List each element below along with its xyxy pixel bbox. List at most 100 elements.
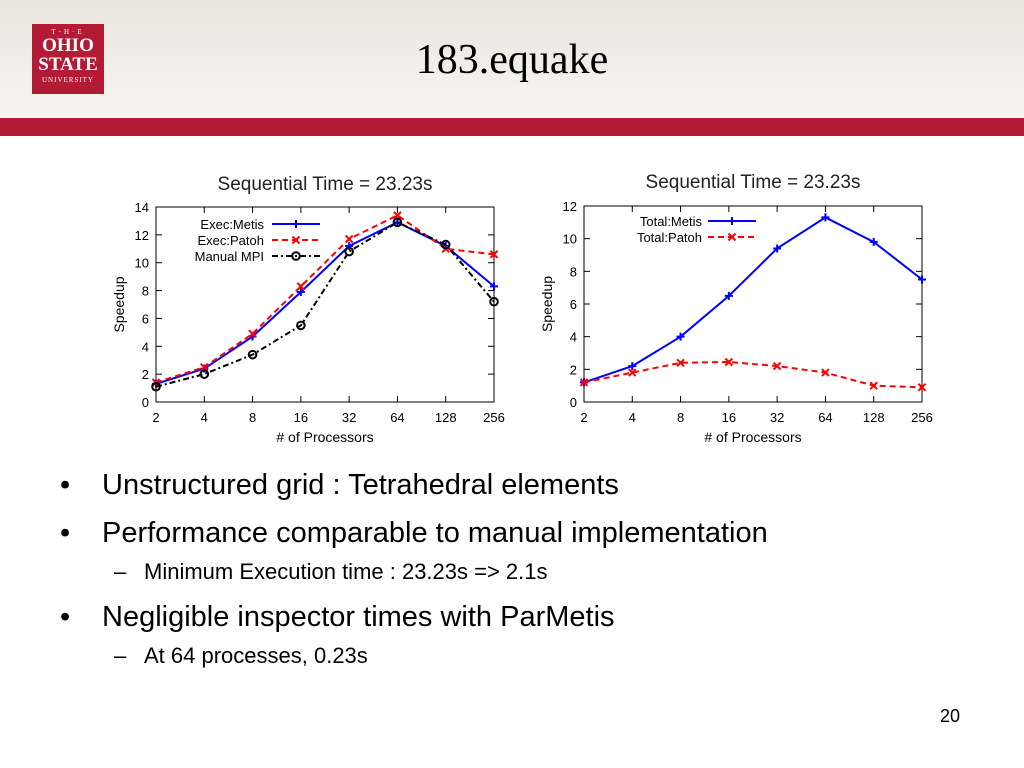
slide-header: T·H·E OHIO STATE UNIVERSITY 183.equake — [0, 0, 1024, 118]
data-point-cross — [296, 282, 306, 291]
data-point-plus — [296, 287, 305, 296]
series-line — [155, 221, 495, 388]
data-point-cross — [489, 250, 499, 259]
x-tick-label: 64 — [390, 410, 404, 425]
y-tick-label: 0 — [570, 395, 577, 410]
data-point-plus — [869, 237, 878, 246]
y-axis-label: Speedup — [111, 276, 127, 332]
header-divider-bar — [0, 118, 1024, 136]
data-point-cross — [772, 361, 782, 371]
x-tick-label: 2 — [152, 410, 159, 425]
data-point-plus — [773, 244, 782, 253]
x-tick-label: 256 — [483, 410, 505, 425]
sub-bullet-glyph: – — [114, 559, 127, 584]
data-point-circle — [296, 320, 306, 331]
x-tick-label: 16 — [294, 410, 308, 425]
legend-label: Manual MPI — [195, 249, 264, 264]
legend-label: Exec:Patoh — [198, 233, 265, 248]
chart-title: Sequential Time = 23.23s — [646, 172, 861, 193]
bullet-list: • Unstructured grid : Tetrahedral elemen… — [58, 466, 978, 682]
data-point-plus — [628, 362, 637, 371]
x-tick-label: 64 — [818, 410, 832, 425]
x-tick-label: 4 — [201, 410, 208, 425]
bullet-glyph: • — [60, 469, 71, 501]
x-tick-label: 32 — [342, 410, 356, 425]
plot-frame — [155, 206, 495, 403]
data-point-circle — [291, 251, 301, 261]
page-number: 20 — [940, 706, 961, 726]
data-point-cross — [628, 368, 637, 377]
data-point-cross — [676, 358, 685, 368]
y-tick-label: 4 — [570, 330, 577, 345]
x-tick-label: 8 — [677, 410, 684, 425]
bullet-glyph: • — [60, 517, 71, 549]
y-tick-label: 10 — [135, 256, 149, 271]
data-point-cross — [344, 234, 354, 244]
legend-label: Exec:Metis — [200, 217, 264, 232]
y-tick-label: 4 — [142, 339, 149, 354]
university-logo: T·H·E OHIO STATE UNIVERSITY — [32, 24, 104, 94]
series-line — [155, 221, 495, 385]
data-point-circle — [151, 381, 161, 392]
y-tick-label: 6 — [142, 311, 149, 326]
bullet-text: Unstructured grid : Tetrahedral elements — [102, 469, 619, 501]
data-point-plus — [724, 291, 733, 300]
x-tick-label: 4 — [629, 410, 636, 425]
data-point-circle — [199, 369, 210, 379]
series-line — [155, 214, 495, 384]
data-point-plus — [728, 217, 736, 225]
bullet-item: • Performance comparable to manual imple… — [58, 514, 978, 552]
y-tick-label: 12 — [563, 199, 577, 214]
data-point-plus — [676, 332, 685, 341]
bullet-item: • Negligible inspector times with ParMet… — [58, 598, 978, 636]
legend-label: Total:Metis — [640, 214, 703, 229]
series-line — [583, 360, 923, 389]
sub-bullet-item: – At 64 processes, 0.23s — [58, 642, 978, 670]
data-point-circle — [440, 239, 451, 250]
y-tick-label: 8 — [142, 284, 149, 299]
logo-line-3: STATE — [38, 54, 98, 75]
data-point-circle — [247, 349, 258, 360]
data-point-cross — [724, 357, 734, 367]
logo-line-2: OHIO — [42, 35, 94, 56]
x-tick-label: 32 — [770, 410, 784, 425]
data-point-circle — [489, 296, 499, 307]
y-tick-label: 12 — [135, 228, 149, 243]
y-tick-label: 14 — [135, 200, 149, 215]
y-tick-label: 2 — [142, 367, 149, 382]
x-axis-label: # of Processors — [704, 429, 801, 445]
x-tick-label: 256 — [911, 410, 933, 425]
y-tick-label: 10 — [563, 232, 577, 247]
y-tick-label: 0 — [142, 395, 149, 410]
data-point-cross — [248, 329, 257, 338]
sub-bullet-text: Minimum Execution time : 23.23s => 2.1s — [144, 559, 548, 584]
series-line — [583, 216, 923, 384]
data-point-cross — [393, 211, 402, 220]
data-point-cross — [869, 381, 878, 390]
data-point-cross — [917, 383, 927, 392]
data-point-cross — [821, 368, 830, 377]
sub-bullet-text: At 64 processes, 0.23s — [144, 643, 368, 668]
bullet-text: Negligible inspector times with ParMetis — [102, 601, 615, 633]
y-tick-label: 8 — [570, 264, 577, 279]
chart-title: Sequential Time = 23.23s — [218, 174, 433, 195]
data-point-circle — [392, 217, 403, 228]
slide-title: 183.equake — [415, 37, 609, 83]
legend-label: Total:Patoh — [637, 230, 702, 245]
x-tick-label: 8 — [249, 410, 256, 425]
x-tick-label: 128 — [435, 410, 457, 425]
y-tick-label: 6 — [570, 297, 577, 312]
data-point-plus — [821, 213, 830, 222]
logo-line-4: UNIVERSITY — [42, 76, 94, 84]
sub-bullet-item: – Minimum Execution time : 23.23s => 2.1… — [58, 558, 978, 586]
bullet-glyph: • — [60, 601, 71, 633]
y-tick-label: 2 — [570, 362, 577, 377]
x-tick-label: 2 — [580, 410, 587, 425]
logo-line-1: T·H·E — [51, 28, 85, 36]
data-point-circle — [344, 246, 354, 257]
data-point-plus — [292, 220, 300, 228]
data-point-cross — [727, 232, 737, 242]
x-axis-label: # of Processors — [276, 429, 373, 445]
